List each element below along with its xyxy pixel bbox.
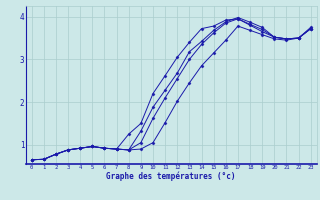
- X-axis label: Graphe des températures (°c): Graphe des températures (°c): [107, 172, 236, 181]
